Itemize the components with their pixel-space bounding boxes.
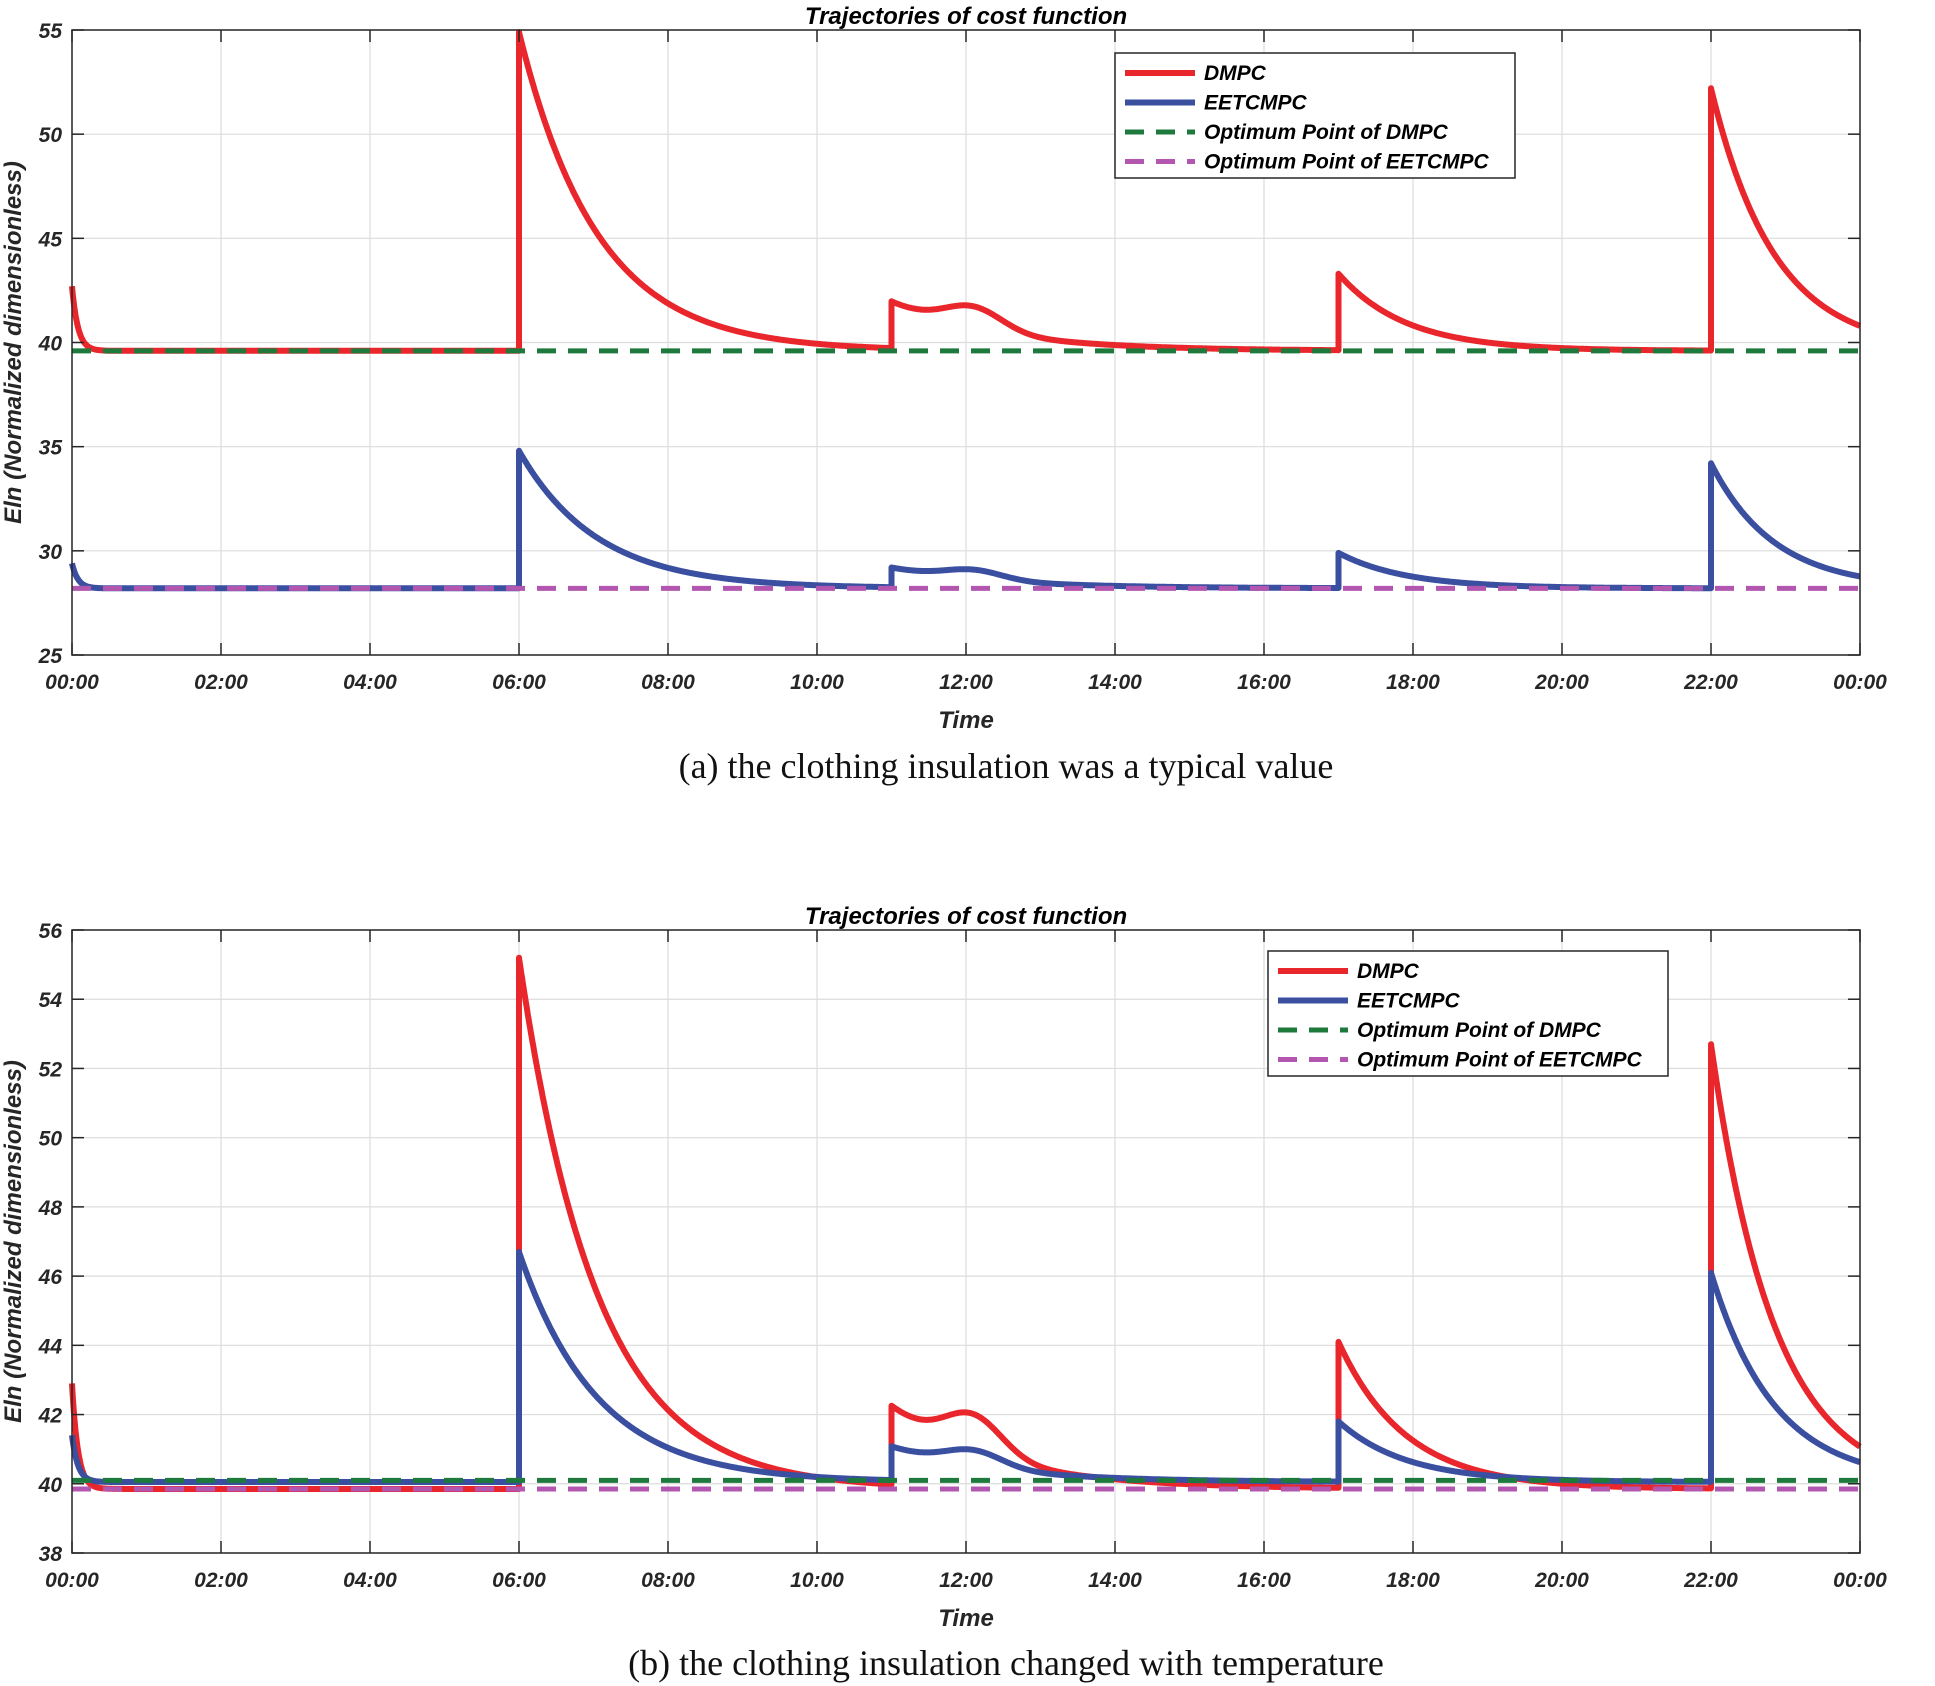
- x-tick-label: 06:00: [492, 1569, 546, 1592]
- x-tick-label: 12:00: [939, 671, 993, 694]
- y-tick-label: 50: [39, 1128, 63, 1151]
- x-axis-label: Time: [938, 1605, 994, 1632]
- series-line-dmpc: [69, 29, 1863, 354]
- x-tick-label: 20:00: [1534, 1569, 1589, 1592]
- x-tick-label: 08:00: [641, 671, 695, 694]
- x-tick-label: 16:00: [1237, 671, 1291, 694]
- y-axis-label: Eln (Normalized dimensionless): [0, 161, 27, 524]
- y-tick-label: 40: [38, 333, 63, 356]
- x-axis-label: Time: [938, 707, 994, 734]
- y-tick-label: 30: [39, 541, 63, 564]
- legend-label: EETCMPC: [1357, 990, 1461, 1013]
- legend: DMPC EETCMPC Optimum Point of DMPC Optimum …: [1267, 950, 1669, 1077]
- figure-caption: (b) the clothing insulation changed with…: [628, 1643, 1384, 1683]
- legend-label: EETCMPC: [1204, 92, 1308, 115]
- chart-title: Trajectories of cost function: [805, 903, 1127, 930]
- legend-label: Optimum Point of EETCMPC: [1357, 1049, 1642, 1072]
- y-tick-label: 55: [39, 20, 63, 43]
- x-tick-label: 06:00: [492, 671, 546, 694]
- chart-b: 00:00 02:00 04:00 06:00 08:00 10:00 12:00 14:00…: [0, 903, 1887, 1683]
- y-tick-label: 45: [38, 228, 63, 251]
- series-line-dmpc: [69, 954, 1863, 1492]
- x-tick-label: 00:00: [45, 1569, 99, 1592]
- legend-label: Optimum Point of DMPC: [1357, 1019, 1602, 1042]
- y-tick-label: 40: [38, 1474, 63, 1497]
- x-tick-label: 02:00: [194, 1569, 248, 1592]
- y-tick-label: 38: [39, 1543, 63, 1566]
- x-tick-label: 00:00: [45, 671, 99, 694]
- y-tick-label: 46: [38, 1266, 63, 1289]
- chart-title: Trajectories of cost function: [805, 3, 1127, 30]
- y-tick-label: 56: [39, 920, 63, 943]
- y-tick-label: 52: [39, 1058, 63, 1081]
- x-tick-label: 22:00: [1683, 671, 1738, 694]
- y-tick-label: 35: [39, 437, 63, 460]
- x-tick-label: 22:00: [1683, 1569, 1738, 1592]
- x-tick-label: 10:00: [790, 1569, 844, 1592]
- x-tick-label: 08:00: [641, 1569, 695, 1592]
- x-tick-label: 18:00: [1386, 671, 1440, 694]
- x-tick-label: 18:00: [1386, 1569, 1440, 1592]
- x-tick-label: 14:00: [1088, 1569, 1142, 1592]
- y-axis-label: Eln (Normalized dimensionless): [0, 1060, 27, 1423]
- y-tick-label: 48: [38, 1197, 63, 1220]
- legend: DMPC EETCMPC Optimum Point of DMPC Optimum …: [1114, 52, 1516, 179]
- y-tick-label: 25: [38, 645, 63, 668]
- y-tick-label: 50: [39, 124, 63, 147]
- x-tick-label: 00:00: [1833, 671, 1887, 694]
- chart-a: 00:00 02:00 04:00 06:00 08:00 10:00 12:00 14:00…: [0, 3, 1887, 786]
- x-tick-label: 12:00: [939, 1569, 993, 1592]
- legend-label: Optimum Point of EETCMPC: [1204, 151, 1489, 174]
- x-tick-label: 16:00: [1237, 1569, 1291, 1592]
- x-tick-label: 20:00: [1534, 671, 1589, 694]
- y-tick-label: 54: [39, 989, 63, 1012]
- x-tick-label: 04:00: [343, 1569, 397, 1592]
- x-tick-label: 14:00: [1088, 671, 1142, 694]
- legend-label: Optimum Point of DMPC: [1204, 121, 1449, 144]
- figure-caption: (a) the clothing insulation was a typica…: [679, 746, 1334, 786]
- legend-label: DMPC: [1204, 62, 1267, 85]
- x-tick-label: 00:00: [1833, 1569, 1887, 1592]
- y-tick-label: 42: [38, 1405, 63, 1428]
- x-tick-label: 02:00: [194, 671, 248, 694]
- y-tick-label: 44: [38, 1335, 63, 1358]
- x-tick-label: 04:00: [343, 671, 397, 694]
- legend-label: DMPC: [1357, 960, 1420, 983]
- x-tick-label: 10:00: [790, 671, 844, 694]
